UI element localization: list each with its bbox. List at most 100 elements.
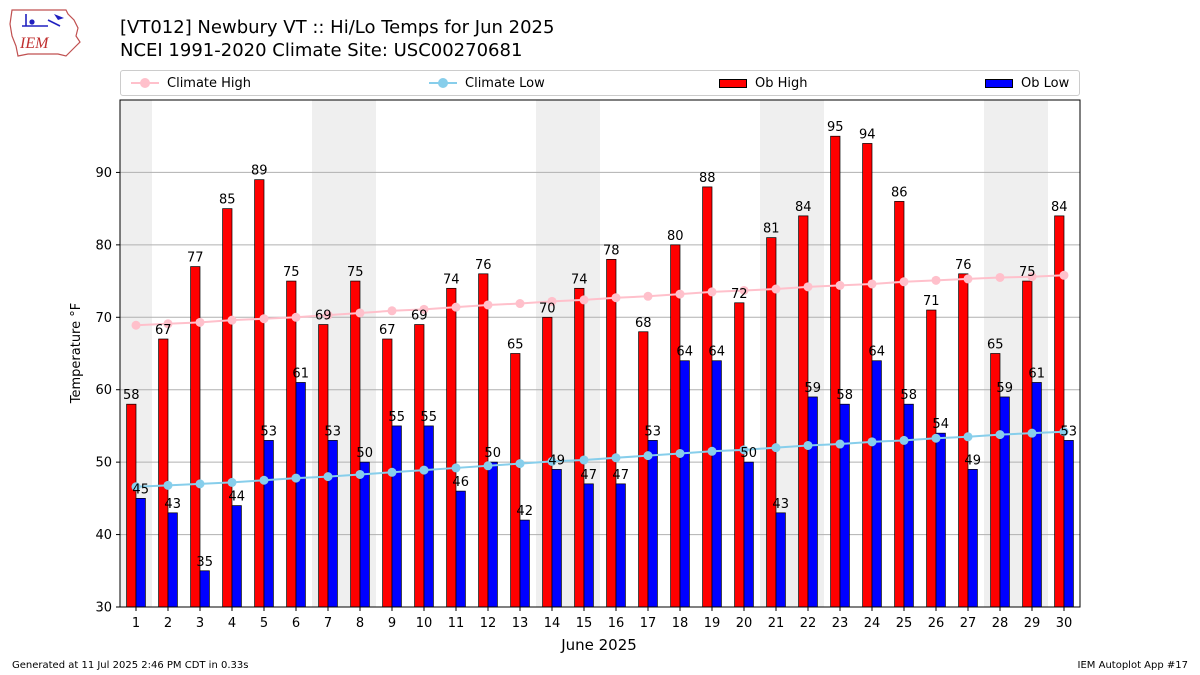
legend-label: Climate Low	[465, 75, 545, 91]
ob-low-value-label: 45	[132, 482, 149, 497]
ob-low-value-label: 43	[772, 497, 789, 512]
climate-low-point	[707, 446, 717, 456]
ob-high-bar	[606, 258, 617, 608]
ob-low-value-label: 35	[196, 555, 213, 570]
climate-low-point	[963, 432, 973, 442]
x-tick-label: 15	[576, 616, 593, 631]
weekend-bands	[120, 100, 1048, 607]
footer-generated-text: Generated at 11 Jul 2025 2:46 PM CDT in …	[12, 660, 249, 671]
x-tick-label: 8	[356, 616, 364, 631]
weekend-band	[984, 100, 1016, 607]
ob-low-bar	[743, 461, 754, 608]
climate-high-point	[419, 304, 429, 314]
ob-low-bar	[775, 512, 786, 608]
climate-high-point	[131, 320, 141, 330]
ob-low-bar	[647, 440, 658, 608]
x-tick-label: 6	[292, 616, 300, 631]
ob-low-bar	[359, 461, 370, 608]
climate-high-point	[643, 291, 653, 301]
ob-low-value-label: 64	[708, 345, 725, 360]
climate-high-point	[1059, 270, 1069, 280]
climate-low-point	[259, 475, 269, 485]
ob-high-bar	[958, 273, 969, 608]
ob-high-bar	[990, 353, 1001, 608]
legend-item-ob-low: Ob Low	[985, 74, 1069, 92]
ob-high-value-label: 77	[187, 251, 204, 266]
x-tick-label: 30	[1056, 616, 1073, 631]
x-tick-label: 5	[260, 616, 268, 631]
climate-low-point	[515, 459, 525, 469]
ob-low-value-label: 42	[516, 504, 533, 519]
ob-low-value-label: 49	[548, 453, 565, 468]
ob-low-value-label: 49	[964, 453, 981, 468]
climate-high-point	[195, 317, 205, 327]
climate-low-point	[931, 433, 941, 443]
climate-high-point	[611, 293, 621, 303]
ob-low-bar	[999, 396, 1010, 608]
ob-low-bar	[583, 483, 594, 608]
x-tick-label: 11	[448, 616, 465, 631]
climate-low-line	[135, 430, 1065, 488]
ob-high-value-label: 72	[731, 287, 748, 302]
ob-high-value-label: 67	[379, 323, 396, 338]
climate-low-point	[227, 477, 237, 487]
x-tick-label: 9	[388, 616, 396, 631]
ob-low-bar	[487, 461, 498, 608]
ob-low-value-label: 61	[292, 366, 309, 381]
ob-low-value-label: 50	[356, 446, 373, 461]
ob-high-value-label: 89	[251, 164, 268, 179]
ob-high-bar	[446, 287, 457, 608]
ob-low-value-label: 50	[484, 446, 501, 461]
x-tick-label: 19	[704, 616, 721, 631]
x-tick-label: 13	[512, 616, 529, 631]
ob-low-value-label: 47	[612, 468, 629, 483]
ob-high-value-label: 88	[699, 171, 716, 186]
ob-low-bar	[871, 360, 882, 608]
ob-high-bar	[382, 338, 393, 608]
bars	[126, 135, 1074, 608]
ob-high-bar	[510, 353, 521, 608]
x-tick-label: 7	[324, 616, 332, 631]
weekend-band	[120, 100, 152, 607]
ob-high-value-label: 78	[603, 243, 620, 258]
ob-high-bar	[478, 273, 489, 608]
climate-high-point	[995, 272, 1005, 282]
ob-high-value-label: 71	[923, 294, 940, 309]
ob-low-value-label: 43	[164, 497, 181, 512]
iem-logo-text: IEM	[19, 35, 50, 52]
ob-high-value-label: 68	[635, 316, 652, 331]
legend-label: Ob Low	[1021, 75, 1070, 91]
climate-low-point	[547, 456, 557, 466]
ob-high-value-label: 81	[763, 222, 780, 237]
climate-low-point	[803, 440, 813, 450]
x-tick-label: 23	[832, 616, 849, 631]
ob-high-value-label: 76	[955, 258, 972, 273]
ob-low-bar	[327, 440, 338, 608]
x-tick-label: 17	[640, 616, 657, 631]
ob-low-value-label: 46	[452, 475, 469, 490]
ob-low-bar	[839, 403, 850, 608]
ob-high-bar	[286, 280, 297, 608]
y-axis-label: Temperature °F	[69, 303, 84, 404]
ob-low-bar	[935, 432, 946, 608]
ob-low-value-label: 54	[932, 417, 949, 432]
ob-high-value-label: 85	[219, 193, 236, 208]
x-tick-label: 28	[992, 616, 1009, 631]
climate-high-point	[707, 287, 717, 297]
ob-low-legend-swatch	[985, 78, 1013, 88]
ob-high-bar	[1022, 280, 1033, 608]
ob-high-value-label: 75	[283, 265, 300, 280]
climate-low-point	[163, 480, 173, 490]
ob-high-value-label: 76	[475, 258, 492, 273]
x-tick-label: 12	[480, 616, 497, 631]
ob-high-value-label: 58	[123, 388, 140, 403]
gridlines	[120, 171, 1080, 608]
x-axis-label: June 2025	[560, 636, 637, 654]
y-tick-label: 30	[95, 601, 112, 616]
ob-high-value-label: 74	[443, 272, 460, 287]
legend-item-climate-high: Climate High	[131, 74, 251, 92]
y-tick-label: 90	[95, 166, 112, 181]
ob-high-value-label: 75	[347, 265, 364, 280]
ob-low-bar	[967, 469, 978, 608]
climate-high-point	[771, 284, 781, 294]
